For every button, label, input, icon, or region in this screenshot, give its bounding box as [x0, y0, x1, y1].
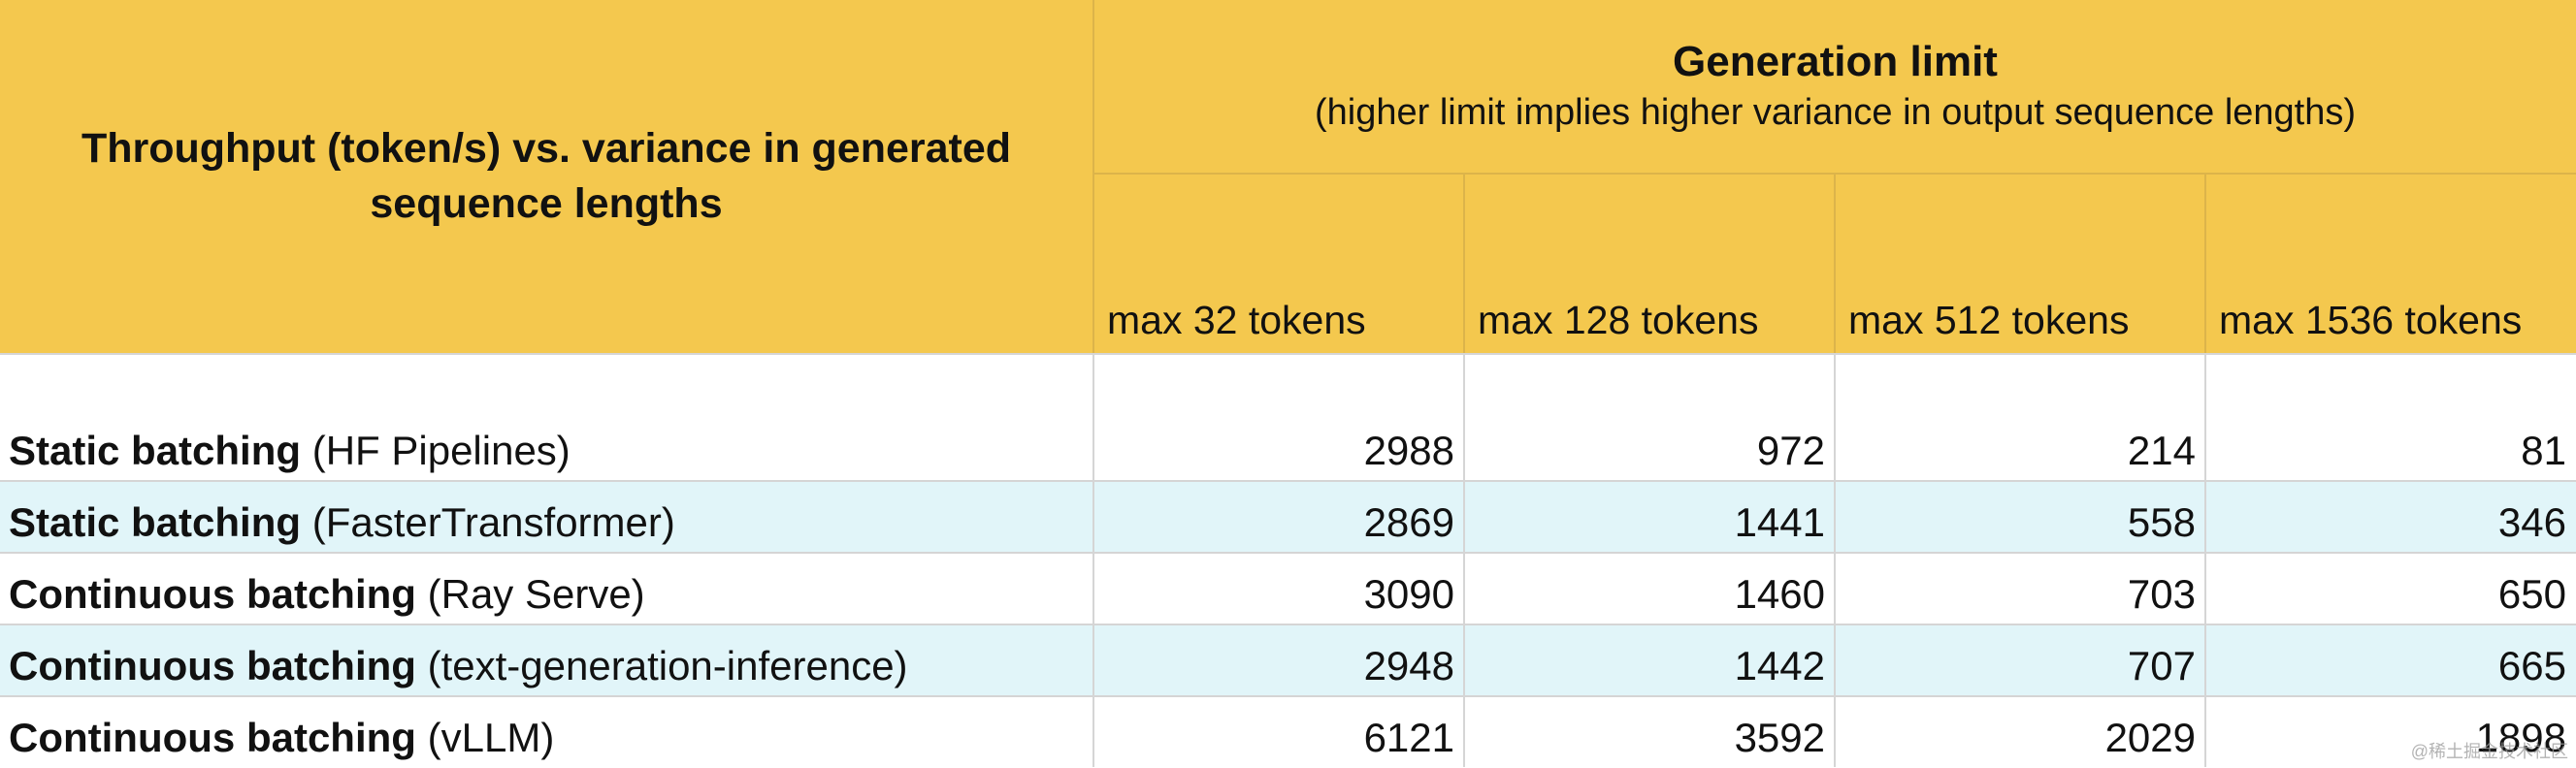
- table-cell-value: 2988: [1363, 428, 1454, 473]
- table-cell-value: 3090: [1363, 571, 1454, 617]
- table-row: Static batching (HF Pipelines) 2988 972 …: [0, 409, 2576, 481]
- table-cell-value: 558: [2127, 499, 2196, 545]
- row-label: Static batching (FasterTransformer): [9, 499, 675, 546]
- row-framework: (text-generation-inference): [427, 643, 908, 688]
- row-divider: [0, 695, 2576, 697]
- generation-limit-subtitle: (higher limit implies higher variance in…: [1314, 92, 2357, 133]
- column-divider: [1092, 353, 1094, 767]
- row-method: Continuous batching: [9, 643, 416, 688]
- row-method: Static batching: [9, 499, 302, 545]
- row-label: Continuous batching (Ray Serve): [9, 571, 645, 618]
- table-cell-value: 2029: [2104, 715, 2196, 760]
- column-header-1536: max 1536 tokens: [2206, 175, 2576, 353]
- table-cell-value: 703: [2127, 571, 2196, 617]
- table-cell-value: 2869: [1363, 499, 1454, 545]
- row-framework: (FasterTransformer): [311, 499, 675, 545]
- column-header-label: max 1536 tokens: [2219, 298, 2523, 342]
- header-divider: [1834, 173, 1836, 353]
- row-divider: [0, 552, 2576, 554]
- table-cell-value: 346: [2497, 499, 2566, 545]
- table-cell-value: 665: [2497, 643, 2566, 688]
- watermark: @稀土掘金技术社区: [2410, 742, 2568, 761]
- row-label: Continuous batching (text-generation-inf…: [9, 643, 908, 689]
- table-row: Static batching (FasterTransformer) 2869…: [0, 481, 2576, 553]
- row-divider: [0, 353, 2576, 355]
- table-row: Continuous batching (Ray Serve) 3090 146…: [0, 553, 2576, 624]
- column-header-label: max 512 tokens: [1848, 298, 2130, 342]
- table-cell-value: 1460: [1734, 571, 1825, 617]
- table-cell-value: 707: [2127, 643, 2196, 688]
- row-label: Static batching (HF Pipelines): [9, 428, 571, 474]
- table-cell-value: 1898: [2475, 715, 2566, 760]
- table-row: Continuous batching (vLLM) 6121 3592 202…: [0, 696, 2576, 768]
- table-cell-value: 2948: [1363, 643, 1454, 688]
- row-framework: (Ray Serve): [427, 571, 645, 617]
- table-cell-value: 81: [2521, 428, 2566, 473]
- table-cell-value: 3592: [1734, 715, 1825, 760]
- column-divider: [1463, 353, 1465, 767]
- column-header-label: max 32 tokens: [1107, 298, 1366, 342]
- table-cell-value: 650: [2497, 571, 2566, 617]
- row-framework: (vLLM): [427, 715, 555, 760]
- table-cell-value: 1442: [1734, 643, 1825, 688]
- table-title: Throughput (token/s) vs. variance in gen…: [81, 125, 1012, 227]
- row-method: Static batching: [9, 428, 302, 473]
- column-header-32: max 32 tokens: [1094, 175, 1463, 353]
- header-divider: [2204, 173, 2206, 353]
- table-title-cell: Throughput (token/s) vs. variance in gen…: [0, 0, 1092, 353]
- column-header-128: max 128 tokens: [1465, 175, 1834, 353]
- row-method: Continuous batching: [9, 571, 416, 617]
- table-cell-value: 1441: [1734, 499, 1825, 545]
- column-header-512: max 512 tokens: [1836, 175, 2204, 353]
- row-method: Continuous batching: [9, 715, 416, 760]
- row-divider: [0, 480, 2576, 482]
- row-label: Continuous batching (vLLM): [9, 715, 554, 761]
- row-framework: (HF Pipelines): [311, 428, 571, 473]
- table-cell-value: 214: [2127, 428, 2196, 473]
- table-cell-value: 972: [1756, 428, 1825, 473]
- row-divider: [0, 624, 2576, 625]
- generation-limit-title: Generation limit: [1673, 38, 1998, 85]
- table-row: Continuous batching (text-generation-inf…: [0, 624, 2576, 696]
- table-cell-value: 6121: [1363, 715, 1454, 760]
- column-divider: [2204, 353, 2206, 767]
- generation-limit-header: Generation limit (higher limit implies h…: [1094, 0, 2576, 173]
- header-divider: [1092, 0, 1094, 353]
- header-divider: [1463, 173, 1465, 353]
- column-divider: [1834, 353, 1836, 767]
- column-header-label: max 128 tokens: [1478, 298, 1759, 342]
